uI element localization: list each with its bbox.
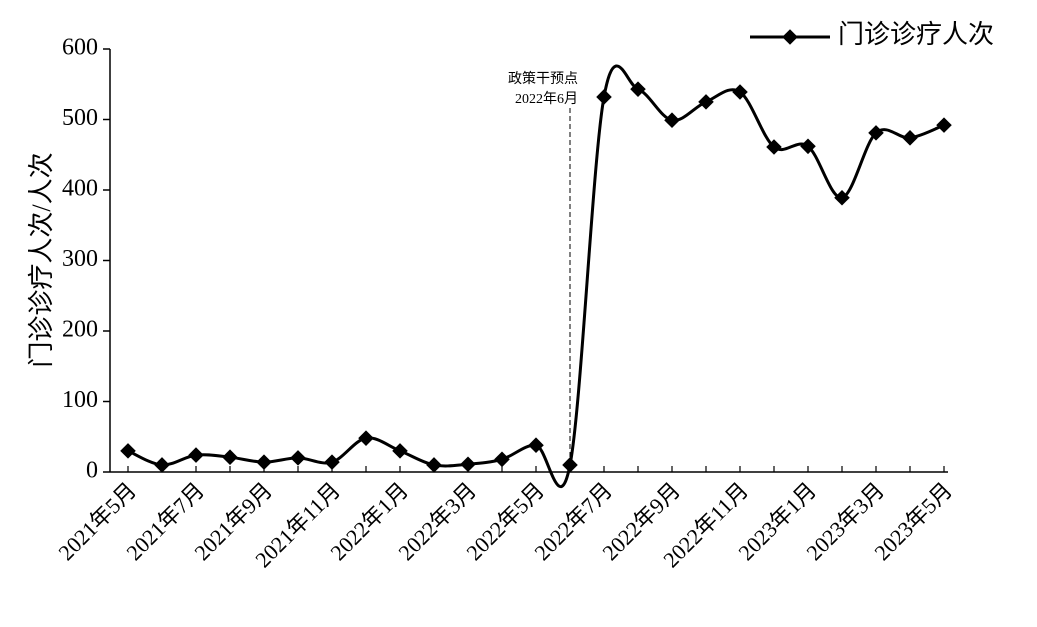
marker: [120, 443, 136, 459]
marker: [664, 112, 680, 128]
marker: [290, 450, 306, 466]
marker: [426, 457, 442, 473]
marker: [834, 189, 850, 206]
marker: [902, 130, 918, 146]
legend-marker: [782, 29, 798, 45]
marker: [766, 139, 782, 155]
y-tick-label: 600: [62, 35, 98, 61]
annotation-text: 政策干预点: [508, 70, 578, 87]
marker: [222, 449, 238, 465]
marker: [698, 94, 714, 110]
line: [127, 64, 945, 488]
y-tick-label: 400: [62, 176, 98, 202]
annotation-text: 2022年6月: [515, 91, 578, 107]
y-tick-label: 300: [62, 246, 98, 272]
marker: [596, 89, 612, 105]
marker: [188, 447, 204, 463]
y-tick-label: 200: [62, 317, 98, 343]
y-tick-label: 100: [62, 387, 98, 413]
marker: [358, 430, 374, 446]
marker: [562, 457, 578, 473]
y-tick-label: 0: [86, 458, 98, 484]
marker: [256, 454, 272, 470]
y-axis-title: 门诊诊疗人次/人次: [27, 152, 56, 367]
marker: [392, 443, 408, 459]
marker: [154, 457, 170, 473]
marker: [800, 138, 816, 155]
marker: [494, 451, 510, 468]
marker: [460, 456, 476, 473]
marker: [936, 117, 952, 133]
legend-label: 门诊诊疗人次: [838, 20, 994, 49]
marker: [324, 454, 340, 470]
y-tick-label: 500: [62, 105, 98, 131]
